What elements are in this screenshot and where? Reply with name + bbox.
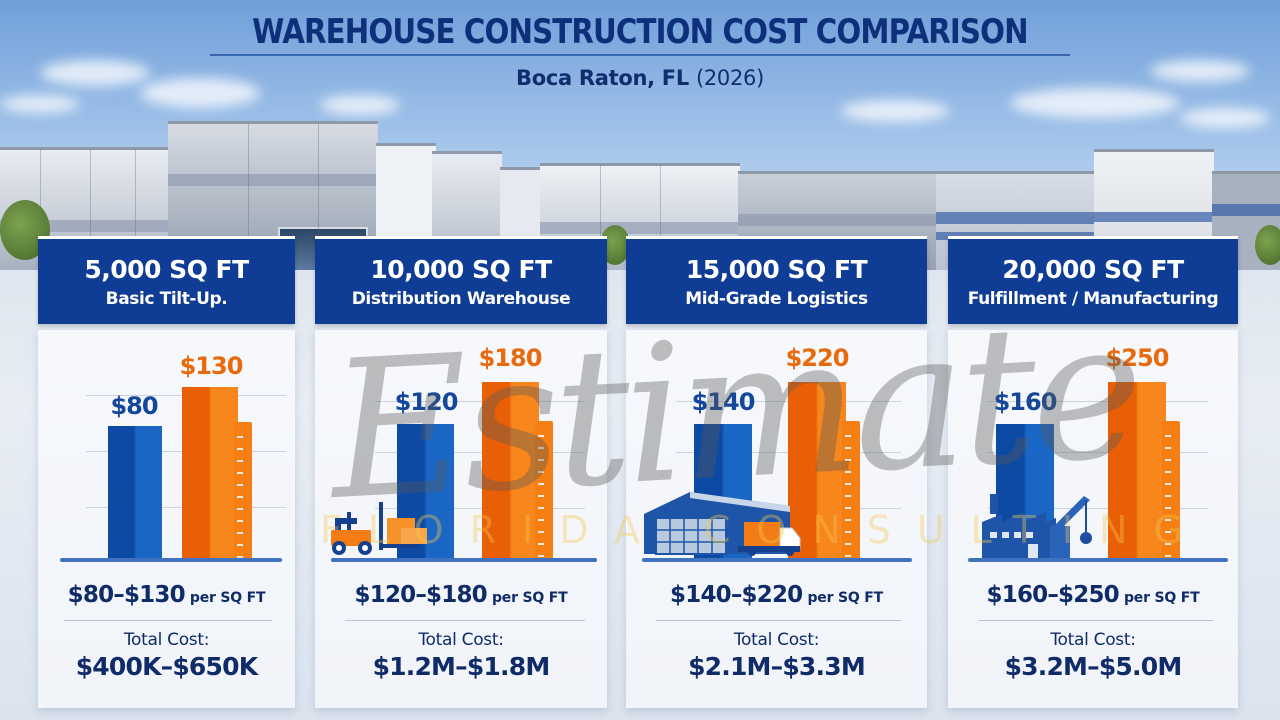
cost-per-sqft: $140–$220 per SQ FT — [626, 582, 927, 608]
card-body: $160 $250 — [948, 330, 1238, 708]
subtitle-location: Boca Raton, FL — [516, 66, 689, 90]
card-body: $140 $220 $140–$220 per SQ FT — [626, 330, 927, 708]
bar-high — [788, 382, 846, 558]
value-label-high: $180 — [478, 344, 543, 372]
forklift-icon — [331, 502, 427, 555]
total-cost-label: Total Cost: — [733, 630, 820, 650]
chart-baseline — [968, 558, 1228, 562]
total-cost-label: Total Cost: — [123, 630, 210, 650]
bar-low — [108, 426, 162, 558]
page-title: WAREHOUSE CONSTRUCTION COST COMPARISON — [252, 12, 1028, 52]
divider — [64, 620, 272, 621]
total-cost-value: $400K–$650K — [75, 652, 258, 681]
cost-unit: per SQ FT — [491, 590, 568, 606]
card-header: 5,000 SQ FT Basic Tilt-Up. — [38, 236, 295, 324]
subtitle-year: (2026) — [695, 66, 764, 90]
gridline — [375, 508, 585, 509]
cost-range: $140–$220 — [670, 582, 803, 608]
divider — [978, 620, 1213, 621]
total-cost-label: Total Cost: — [418, 630, 504, 650]
divider — [656, 620, 901, 621]
card-type: Basic Tilt-Up. — [105, 289, 228, 309]
value-label-high: $130 — [179, 352, 244, 380]
value-label-high: $250 — [1105, 344, 1170, 372]
chart-baseline — [642, 558, 912, 562]
card-size: 10,000 SQ FT — [370, 255, 552, 284]
total-cost-value: $1.2M–$1.8M — [372, 652, 551, 681]
card-type: Distribution Warehouse — [351, 289, 571, 309]
card-body: $120 $180 $120–$180 — [315, 330, 607, 708]
header: WAREHOUSE CONSTRUCTION COST COMPARISON B… — [0, 12, 1280, 90]
bar-high — [482, 382, 539, 558]
cost-unit: per SQ FT — [1123, 590, 1200, 606]
gridline — [375, 401, 585, 402]
ruler-icon — [842, 421, 860, 558]
value-label-high: $220 — [785, 344, 850, 372]
cost-range: $120–$180 — [354, 582, 488, 608]
card-header: 20,000 SQ FT Fulfillment / Manufacturing — [948, 236, 1238, 324]
gridline — [988, 452, 1208, 453]
factory-crane-icon — [982, 494, 1092, 558]
chart-baseline — [331, 558, 597, 562]
divider — [345, 620, 585, 621]
total-cost-value: $3.2M–$5.0M — [1004, 652, 1183, 681]
total-cost-label: Total Cost: — [1050, 630, 1136, 650]
card-header: 15,000 SQ FT Mid-Grade Logistics — [626, 236, 927, 324]
card-header: 10,000 SQ FT Distribution Warehouse — [315, 236, 607, 324]
cost-per-sqft: $120–$180 per SQ FT — [315, 582, 607, 608]
cost-range: $80–$130 — [67, 582, 186, 608]
page-subtitle: Boca Raton, FL (2026) — [0, 66, 1280, 90]
card-size: 20,000 SQ FT — [1002, 255, 1184, 284]
cost-unit: per SQ FT — [189, 590, 266, 606]
cost-range: $160–$250 — [986, 582, 1120, 608]
cost-per-sqft: $160–$250 per SQ FT — [948, 582, 1238, 608]
cost-comparison-cards: 5,000 SQ FT Basic Tilt-Up. $80 $130 $80–… — [0, 236, 1280, 720]
gridline — [988, 401, 1208, 402]
warehouse-truck-icon — [644, 492, 801, 556]
value-label-low: $80 — [110, 392, 158, 420]
card-size: 15,000 SQ FT — [685, 255, 868, 284]
card-type: Fulfillment / Manufacturing — [967, 289, 1219, 309]
bar-high — [1108, 382, 1166, 558]
gridline — [988, 508, 1208, 509]
total-cost-value: $2.1M–$3.3M — [688, 652, 866, 681]
bar-chart: $140 $220 — [642, 330, 912, 562]
value-label-low: $140 — [691, 388, 756, 416]
ruler-icon — [535, 421, 553, 558]
card-size: 5,000 SQ FT — [84, 255, 249, 284]
cost-per-sqft: $80–$130 per SQ FT — [38, 582, 295, 608]
value-label-low: $120 — [394, 388, 459, 416]
bar-chart: $80 $130 — [58, 330, 286, 562]
card-body: $80 $130 $80–$130 per SQ FT Total Cost: … — [38, 330, 295, 708]
cost-unit: per SQ FT — [807, 590, 883, 606]
bar-high — [182, 387, 238, 558]
title-divider — [210, 54, 1070, 56]
ruler-icon — [1162, 421, 1180, 558]
card-type: Mid-Grade Logistics — [685, 289, 868, 309]
gridline — [375, 452, 585, 453]
bar-chart: $120 $180 — [331, 330, 597, 562]
bar-chart: $160 $250 — [968, 330, 1228, 562]
ruler-icon — [234, 422, 252, 558]
chart-baseline — [60, 558, 282, 562]
value-label-low: $160 — [993, 388, 1058, 416]
